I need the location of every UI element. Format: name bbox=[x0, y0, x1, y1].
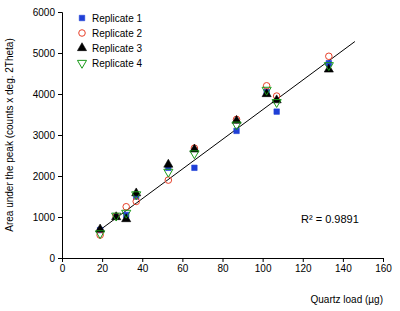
x-tick-label: 80 bbox=[217, 263, 229, 274]
x-tick-label: 100 bbox=[255, 263, 272, 274]
legend-label: Replicate 1 bbox=[92, 13, 142, 24]
annotation: R² = 0.9891 bbox=[301, 213, 359, 225]
y-tick-mark bbox=[58, 258, 62, 259]
x-axis-title: Quartz load (µg) bbox=[311, 294, 383, 305]
x-tick-label: 60 bbox=[177, 263, 189, 274]
legend-label: Replicate 2 bbox=[92, 28, 142, 39]
point bbox=[132, 192, 141, 200]
x-axis-line bbox=[63, 259, 384, 263]
y-axis-line bbox=[58, 13, 63, 259]
point bbox=[326, 53, 333, 60]
x-tick: 160 bbox=[375, 258, 392, 274]
y-tick: 1000 bbox=[33, 212, 62, 223]
x-tick-label: 160 bbox=[375, 263, 392, 274]
series bbox=[96, 63, 334, 239]
point bbox=[192, 165, 197, 170]
x-tick-label: 20 bbox=[97, 263, 109, 274]
x-tick-label: 0 bbox=[60, 263, 66, 274]
point bbox=[96, 231, 105, 239]
x-tick: 20 bbox=[97, 258, 109, 274]
point bbox=[263, 83, 270, 90]
x-tick-mark bbox=[102, 258, 103, 262]
x-tick-mark bbox=[383, 258, 384, 262]
x-tick: 0 bbox=[60, 258, 66, 274]
y-tick-label: 5000 bbox=[33, 48, 56, 59]
point bbox=[122, 210, 131, 218]
x-tick-label: 40 bbox=[137, 263, 149, 274]
point bbox=[274, 109, 279, 114]
x-tick-label: 140 bbox=[335, 263, 352, 274]
point bbox=[262, 87, 271, 95]
point bbox=[164, 159, 173, 167]
legend-symbol bbox=[79, 30, 86, 37]
y-tick-mark bbox=[58, 12, 62, 13]
legend-symbol bbox=[77, 60, 86, 68]
point bbox=[112, 213, 121, 221]
x-tick-mark bbox=[182, 258, 183, 262]
point bbox=[190, 151, 199, 159]
x-tick-mark bbox=[223, 258, 224, 262]
x-tick: 40 bbox=[137, 258, 149, 274]
y-tick-mark bbox=[58, 53, 62, 54]
fit-line bbox=[98, 42, 355, 232]
x-tick: 120 bbox=[295, 258, 312, 274]
y-tick: 5000 bbox=[33, 48, 62, 59]
y-tick-mark bbox=[58, 94, 62, 95]
y-tick: 0 bbox=[49, 253, 62, 264]
x-tick-mark bbox=[343, 258, 344, 262]
y-tick-label: 2000 bbox=[33, 171, 56, 182]
legend-label: Replicate 3 bbox=[92, 43, 142, 54]
legend-label: Replicate 4 bbox=[92, 58, 142, 69]
series bbox=[96, 64, 334, 232]
y-tick: 3000 bbox=[33, 130, 62, 141]
y-tick-mark bbox=[58, 176, 62, 177]
chart-container: 0 20 40 60 80 100 120 140 160 0 1000 2000 3000 4000 50… bbox=[0, 0, 400, 311]
point bbox=[232, 122, 241, 130]
legend-symbol bbox=[79, 15, 84, 20]
y-tick: 4000 bbox=[33, 89, 62, 100]
point bbox=[324, 63, 333, 71]
x-tick: 100 bbox=[255, 258, 272, 274]
plot-area: 0 20 40 60 80 100 120 140 160 0 1000 2000 3000 4000 50… bbox=[33, 7, 393, 274]
x-tick-mark bbox=[142, 258, 143, 262]
y-tick-label: 0 bbox=[49, 253, 55, 264]
x-tick: 140 bbox=[335, 258, 352, 274]
legend: Replicate 1 Replicate 2 Replicate 3 Replica… bbox=[77, 13, 142, 69]
x-axis: 0 20 40 60 80 100 120 140 160 bbox=[60, 258, 393, 274]
point bbox=[123, 203, 130, 210]
data-layer bbox=[96, 42, 355, 239]
x-tick: 80 bbox=[217, 258, 229, 274]
y-tick-label: 1000 bbox=[33, 212, 56, 223]
x-tick-label: 120 bbox=[295, 263, 312, 274]
chart: 0 20 40 60 80 100 120 140 160 0 1000 2000 3000 4000 50… bbox=[0, 0, 400, 311]
y-axis: 0 1000 2000 3000 4000 5000 6000 bbox=[33, 7, 63, 264]
y-tick-label: 3000 bbox=[33, 130, 56, 141]
point bbox=[272, 100, 281, 108]
point bbox=[164, 169, 173, 177]
x-tick: 60 bbox=[177, 258, 189, 274]
y-tick-mark bbox=[58, 217, 62, 218]
y-tick-label: 4000 bbox=[33, 89, 56, 100]
y-axis-title: Area under the peak (counts x deg. 2Thet… bbox=[4, 38, 15, 231]
x-tick-mark bbox=[263, 258, 264, 262]
y-tick-label: 6000 bbox=[33, 7, 56, 18]
x-tick-mark bbox=[303, 258, 304, 262]
y-tick-mark bbox=[58, 135, 62, 136]
y-tick: 6000 bbox=[33, 7, 62, 18]
legend-symbol bbox=[77, 43, 86, 51]
series bbox=[97, 53, 332, 238]
series bbox=[97, 61, 331, 233]
y-tick: 2000 bbox=[33, 171, 62, 182]
